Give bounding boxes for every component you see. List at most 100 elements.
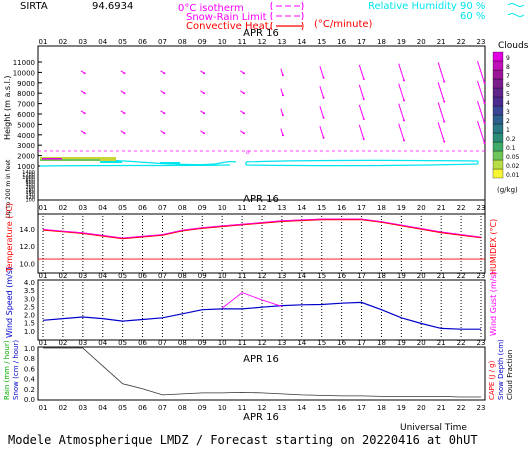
upper-ytick-8000: 8000: [17, 90, 35, 98]
rh-60-label: 60 %: [460, 11, 485, 22]
wind-arrow-head: [242, 112, 245, 115]
hour-label-22: 22: [457, 339, 466, 347]
hour-label-13: 13: [277, 38, 286, 46]
wind-arrow-head: [123, 112, 126, 115]
zero-isotherm-legend-label: 0°C isotherm: [178, 3, 244, 14]
wind-arrow: [398, 83, 405, 101]
hour-label-20: 20: [417, 204, 426, 212]
hour-label-18: 18: [377, 272, 386, 280]
wind-arrow-head: [281, 134, 284, 137]
precip-y-axis: 0.0 0.2 0.4 0.6 0.8 1.0: [24, 345, 36, 404]
lowlevel-ytick-1400: 1400: [22, 170, 35, 176]
cloud-band-magenta: [42, 158, 62, 160]
hour-label-18: 18: [377, 404, 386, 412]
hour-label-19: 19: [397, 272, 406, 280]
cloud-legend-swatch: [492, 159, 504, 170]
hour-label-03: 03: [78, 272, 87, 280]
wind-arrow: [477, 80, 485, 104]
rh-legend-label: Relative Humidity: [368, 1, 457, 12]
wind-arrow-head: [242, 92, 245, 95]
wind-arrow-head: [163, 72, 166, 75]
hour-label-05: 05: [118, 272, 127, 280]
wind-arrow: [280, 88, 284, 96]
hour-label-17: 17: [357, 404, 366, 412]
hour-label-15: 15: [317, 204, 326, 212]
date-label-top: APR 16: [243, 28, 279, 39]
hour-label-02: 02: [58, 339, 67, 347]
wind-y-axis: 1.01.52.02.53.03.54.0: [24, 279, 35, 336]
temperature-gridlines: [42, 216, 482, 272]
wind-arrow-head: [362, 118, 365, 121]
wind-arrow: [437, 122, 445, 142]
hour-label-06: 06: [138, 204, 147, 212]
precip-ytick-0.8: 0.8: [24, 355, 35, 363]
convective-legend-label: Convective Heat.: [186, 21, 272, 32]
hour-label-08: 08: [178, 404, 187, 412]
hour-label-10: 10: [218, 404, 227, 412]
hour-label-15: 15: [317, 404, 326, 412]
hour-label-11: 11: [238, 339, 247, 347]
upper-ytick-2000: 2000: [17, 153, 35, 161]
hour-label-23: 23: [477, 404, 486, 412]
hour-label-21: 21: [437, 272, 446, 280]
hour-label-10: 10: [218, 204, 227, 212]
cloud-legend-level-9: 9: [506, 55, 510, 62]
hour-label-09: 09: [198, 272, 207, 280]
wind-ytick-2.0: 2.0: [24, 312, 35, 320]
wind-arrow: [437, 62, 445, 82]
lowlevel-ytick-160: 160: [25, 190, 35, 196]
hour-label-19: 19: [397, 204, 406, 212]
hour-label-08: 08: [178, 272, 187, 280]
wind-speed-series: [42, 301, 481, 330]
hour-label-02: 02: [58, 204, 67, 212]
lowlevel-ytick-200: 200: [25, 185, 35, 191]
wind-arrow-head: [123, 92, 126, 95]
hour-label-14: 14: [297, 404, 306, 412]
hour-label-05: 05: [118, 404, 127, 412]
wind-arrow-head: [203, 132, 206, 135]
wind-arrow: [280, 128, 284, 136]
wind-arrow: [437, 82, 445, 102]
cloud-legend-swatch: [492, 141, 504, 152]
hour-label-05: 05: [118, 38, 127, 46]
cloud-legend-swatch: [492, 123, 504, 134]
wind-arrow-head: [203, 112, 206, 115]
temperature-ytick-10.0: 10.0: [19, 260, 35, 268]
hour-label-14: 14: [297, 204, 306, 212]
hour-label-21: 21: [437, 38, 446, 46]
hour-label-16: 16: [337, 272, 346, 280]
upper-ytick-4000: 4000: [17, 132, 35, 140]
cloud-legend-level-6: 6: [506, 82, 510, 89]
hour-label-01: 01: [39, 204, 48, 212]
hour-label-15: 15: [317, 339, 326, 347]
hour-label-22: 22: [457, 404, 466, 412]
date-label-bottom: APR 16: [243, 412, 279, 423]
wind-arrow: [398, 63, 405, 81]
wind-arrow-head: [83, 132, 86, 135]
cloud-legend-swatch: [492, 87, 504, 98]
upper-wind-arrows: [80, 60, 486, 144]
hour-label-01: 01: [39, 38, 48, 46]
cloud-legend-swatch: [492, 96, 504, 107]
wind-arrow: [398, 123, 405, 141]
wind-ytick-3.0: 3.0: [24, 295, 35, 303]
hour-label-19: 19: [397, 404, 406, 412]
temperature-ytick-12.0: 12.0: [19, 243, 35, 251]
zero-isotherm-marker: o: [246, 149, 250, 156]
panel-frames: [37, 45, 486, 401]
wind-arrow: [280, 68, 284, 76]
hour-label-01: 01: [39, 404, 48, 412]
hour-label-04: 04: [98, 339, 107, 347]
hour-label-20: 20: [417, 339, 426, 347]
wind-arrow-head: [322, 116, 325, 119]
wind-arrow-head: [403, 99, 406, 102]
precip-ytick-0.6: 0.6: [24, 365, 36, 373]
upper-ytick-7000: 7000: [17, 101, 35, 109]
rh-90-legend-line: [507, 3, 525, 7]
wind-arrow: [477, 60, 485, 84]
hour-label-20: 20: [417, 404, 426, 412]
wind-arrow-head: [322, 136, 325, 139]
lowlevel-ytick-120: 120: [25, 195, 35, 201]
upper-ytick-6000: 6000: [17, 111, 35, 119]
